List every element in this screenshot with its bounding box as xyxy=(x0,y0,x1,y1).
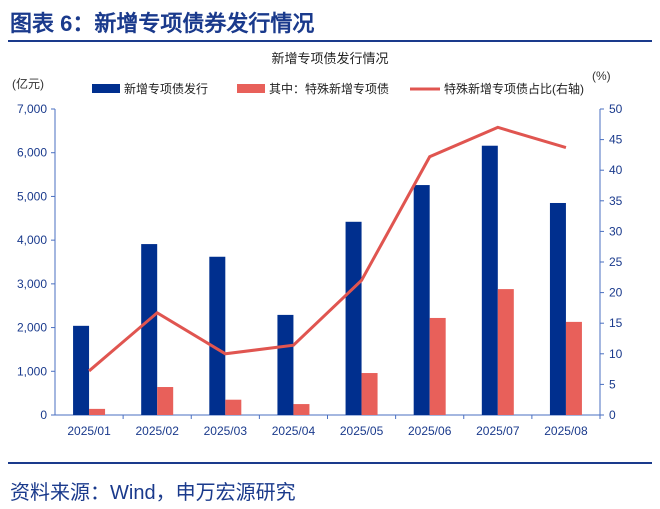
y2-tick-label: 50 xyxy=(609,102,623,116)
y-tick-label: 4,000 xyxy=(17,233,47,247)
source-note: 资料来源：Wind，申万宏源研究 xyxy=(10,482,296,504)
legend-label: 新增专项债发行 xyxy=(124,81,208,96)
legend-label: 特殊新增专项债占比(右轴) xyxy=(444,81,584,96)
bar-special-2025/05 xyxy=(361,373,378,415)
x-tick-label: 2025/01 xyxy=(67,424,111,438)
chart: 新增专项债发行情况 (亿元) (%) 新增专项债发行 其中：特殊新增专项债 特殊新增专项债… xyxy=(12,51,623,438)
top-divider xyxy=(8,40,652,42)
bottom-divider xyxy=(8,462,652,464)
bar-special-2025/03 xyxy=(225,399,242,415)
y2-axis-label: (%) xyxy=(592,69,611,83)
legend-swatch xyxy=(237,84,265,93)
bar-total-2025/07 xyxy=(481,145,498,415)
y-tick-label: 1,000 xyxy=(17,364,47,378)
y2-tick-label: 15 xyxy=(609,316,623,330)
y2-tick-label: 45 xyxy=(609,133,623,147)
y2-tick-label: 5 xyxy=(609,377,616,391)
y-tick-label: 7,000 xyxy=(17,102,47,116)
bar-special-2025/02 xyxy=(157,387,174,415)
bar-special-2025/06 xyxy=(429,317,446,415)
bar-total-2025/04 xyxy=(277,314,294,415)
y2-tick-label: 25 xyxy=(609,255,623,269)
bar-total-2025/03 xyxy=(209,256,226,415)
x-tick-label: 2025/03 xyxy=(204,424,248,438)
x-tick-label: 2025/06 xyxy=(408,424,452,438)
y2-tick-label: 30 xyxy=(609,224,623,238)
y2-tick-label: 10 xyxy=(609,347,623,361)
bar-special-2025/07 xyxy=(497,289,514,415)
chart-title: 新增专项债发行情况 xyxy=(271,51,388,66)
bar-total-2025/08 xyxy=(549,202,566,415)
y-tick-label: 0 xyxy=(40,408,47,422)
bar-total-2025/02 xyxy=(141,244,158,415)
figure-title: 图表 6：新增专项债券发行情况 xyxy=(10,11,315,36)
y-tick-label: 5,000 xyxy=(17,189,47,203)
bar-special-2025/08 xyxy=(565,321,582,415)
legend-label: 其中：特殊新增专项债 xyxy=(269,81,389,96)
legend-swatch xyxy=(92,84,120,93)
bar-total-2025/05 xyxy=(345,221,362,415)
y2-tick-label: 40 xyxy=(609,163,623,177)
bar-total-2025/06 xyxy=(413,185,430,415)
bar-special-2025/01 xyxy=(89,408,106,415)
x-tick-label: 2025/07 xyxy=(476,424,520,438)
y-tick-label: 3,000 xyxy=(17,277,47,291)
x-tick-label: 2025/08 xyxy=(544,424,588,438)
x-tick-label: 2025/02 xyxy=(135,424,179,438)
bar-special-2025/04 xyxy=(293,404,310,415)
y2-tick-label: 0 xyxy=(609,408,616,422)
y2-tick-label: 35 xyxy=(609,194,623,208)
y-tick-label: 6,000 xyxy=(17,146,47,160)
y-tick-label: 2,000 xyxy=(17,321,47,335)
x-tick-label: 2025/05 xyxy=(340,424,384,438)
y-axis-label: (亿元) xyxy=(12,76,44,91)
bar-total-2025/01 xyxy=(73,325,90,415)
y2-tick-label: 20 xyxy=(609,286,623,300)
line-share xyxy=(88,125,567,373)
x-tick-label: 2025/04 xyxy=(272,424,316,438)
